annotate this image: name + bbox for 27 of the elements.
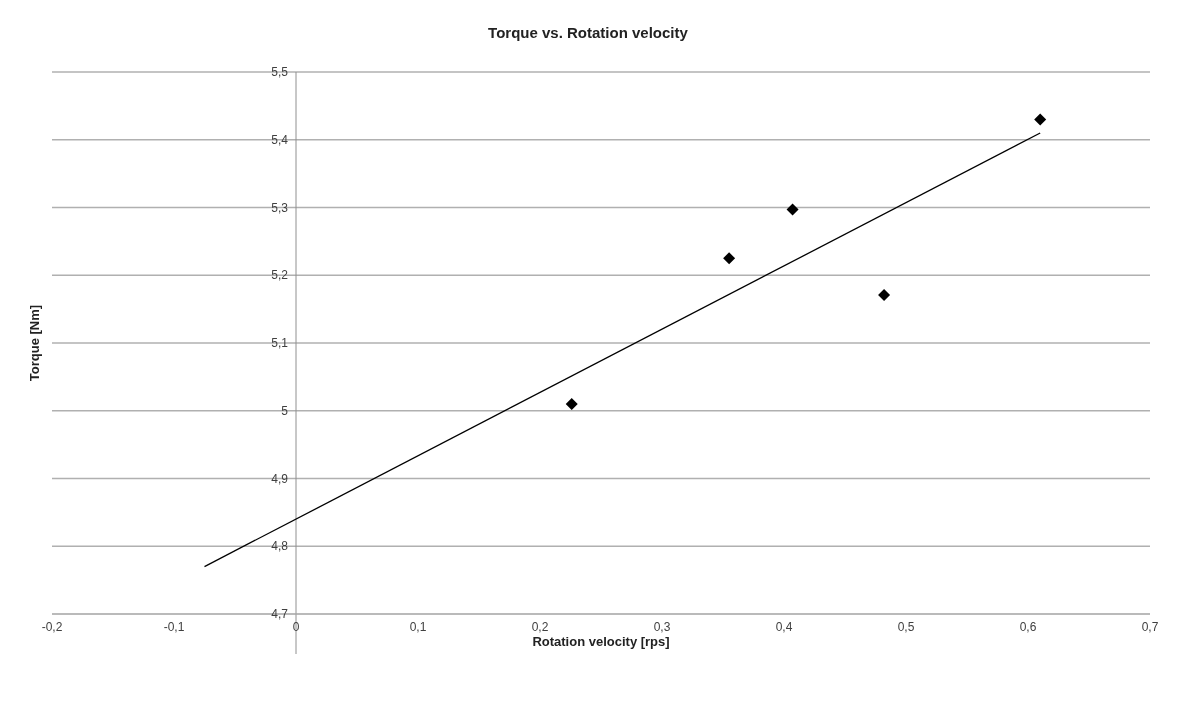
y-axis-title: Torque [Nm] [26, 304, 42, 382]
x-tick-label: 0 [292, 619, 300, 634]
y-tick-label: 5,2 [271, 268, 289, 283]
y-tick-label: 5,5 [271, 65, 289, 79]
x-tick-label: 0,5 [897, 619, 915, 634]
x-axis-title: Rotation velocity [rps] [532, 634, 670, 649]
y-tick-label: 5,1 [271, 336, 289, 350]
x-tick-label: 0,1 [409, 619, 427, 634]
point [723, 252, 736, 265]
y-tick-label: 4,9 [271, 471, 289, 486]
x-tick-label: 0,6 [1019, 619, 1037, 634]
point [878, 288, 891, 301]
point [786, 203, 799, 216]
x-tick-label: 0,3 [653, 619, 671, 634]
point [565, 397, 578, 410]
x-tick-label: 0,4 [775, 619, 793, 634]
y-tick-label: 4,8 [271, 539, 289, 554]
x-tick-label: 0,2 [531, 619, 549, 634]
x-tick-label: -0,1 [163, 619, 185, 634]
y-tick-label: 4,7 [271, 607, 289, 621]
y-tick-label: 5 [281, 403, 289, 418]
point [1034, 113, 1047, 126]
x-tick-label: -0,2 [41, 619, 63, 634]
chart-title: Torque vs. Rotation velocity [487, 24, 689, 41]
y-tick-label: 5,3 [271, 200, 289, 215]
y-tick-label: 5,4 [271, 132, 289, 147]
x-tick-label: 0,7 [1141, 619, 1159, 634]
